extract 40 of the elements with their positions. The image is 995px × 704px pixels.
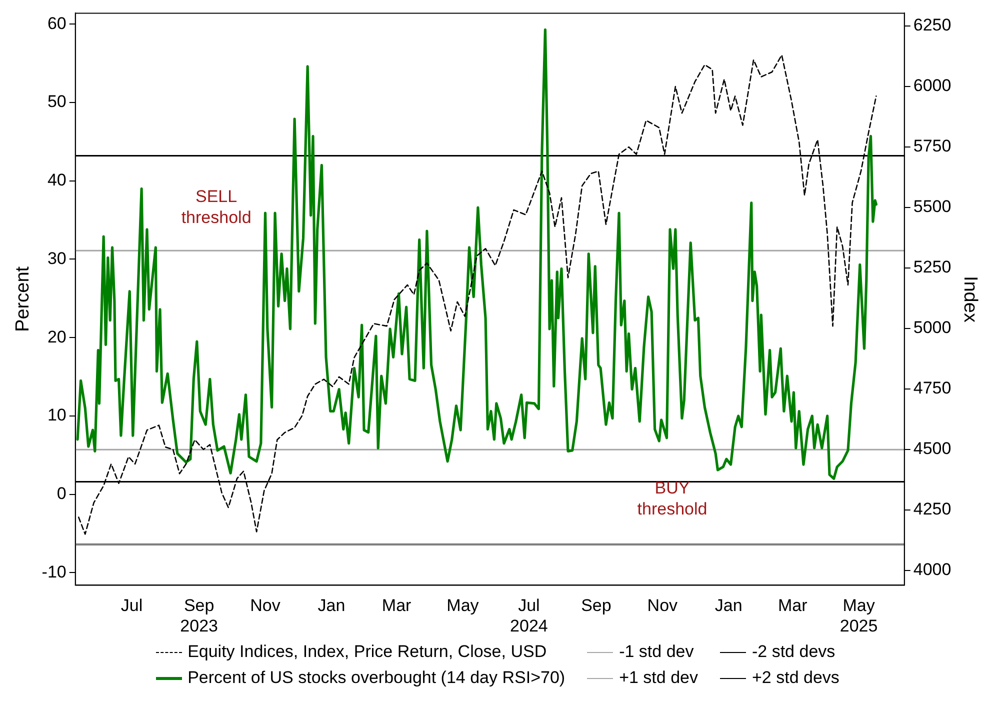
legend-label: +2 std devs [752, 668, 840, 688]
legend-label: -2 std devs [752, 642, 836, 662]
x-tick-label: May [446, 596, 480, 616]
x-tick-label: Jan [318, 596, 346, 616]
x-tick-label: Mar [382, 596, 412, 616]
y-axis-title: Percent [12, 266, 34, 332]
y2-tick-label: 4500 [913, 439, 952, 458]
annotation: SELL threshold [181, 186, 252, 227]
y2-tick-label: 4250 [913, 500, 952, 519]
x-tick-label: Nov [647, 596, 678, 616]
legend-label: Equity Indices, Index, Price Return, Close, USD [188, 642, 547, 662]
y2-tick-label: 5750 [913, 136, 952, 156]
x-tick-label: Jan [714, 596, 742, 616]
y2-axis-title: Index [959, 276, 980, 323]
y2-tick-label: 5000 [913, 318, 952, 338]
x-tick-label: Nov [250, 596, 281, 616]
y2-tick-label: 5500 [913, 197, 952, 216]
x-tick-label: Jul [120, 596, 143, 616]
x-tick-label: Jul 2024 [510, 596, 548, 636]
y-tick-label: -10 [42, 562, 66, 582]
x-tick-label: May 2025 [840, 596, 878, 636]
y-tick-label: 0 [56, 484, 66, 503]
legend-label: Percent of US stocks overbought (14 day RSI>70) [188, 668, 566, 688]
legend-label: -1 std dev [619, 642, 694, 662]
legend-label: +1 std dev [619, 668, 698, 688]
y-tick-label: 60 [47, 14, 66, 33]
x-tick-label: Mar [778, 596, 808, 616]
y2-tick-label: 5250 [913, 258, 952, 277]
y2-tick-label: 6000 [913, 76, 952, 96]
y-tick-label: 40 [47, 170, 66, 190]
y-tick-label: 50 [47, 92, 66, 112]
y-tick-label: 10 [47, 406, 66, 425]
annotation: BUY threshold [637, 478, 708, 519]
y2-tick-label: 4750 [913, 378, 952, 398]
x-tick-label: Sep 2023 [180, 596, 218, 636]
x-tick-label: Sep [581, 596, 612, 616]
y-tick-label: 30 [47, 248, 66, 268]
y-tick-label: 20 [47, 327, 66, 346]
y2-tick-label: 6250 [913, 16, 952, 35]
y2-tick-label: 4000 [913, 560, 952, 580]
